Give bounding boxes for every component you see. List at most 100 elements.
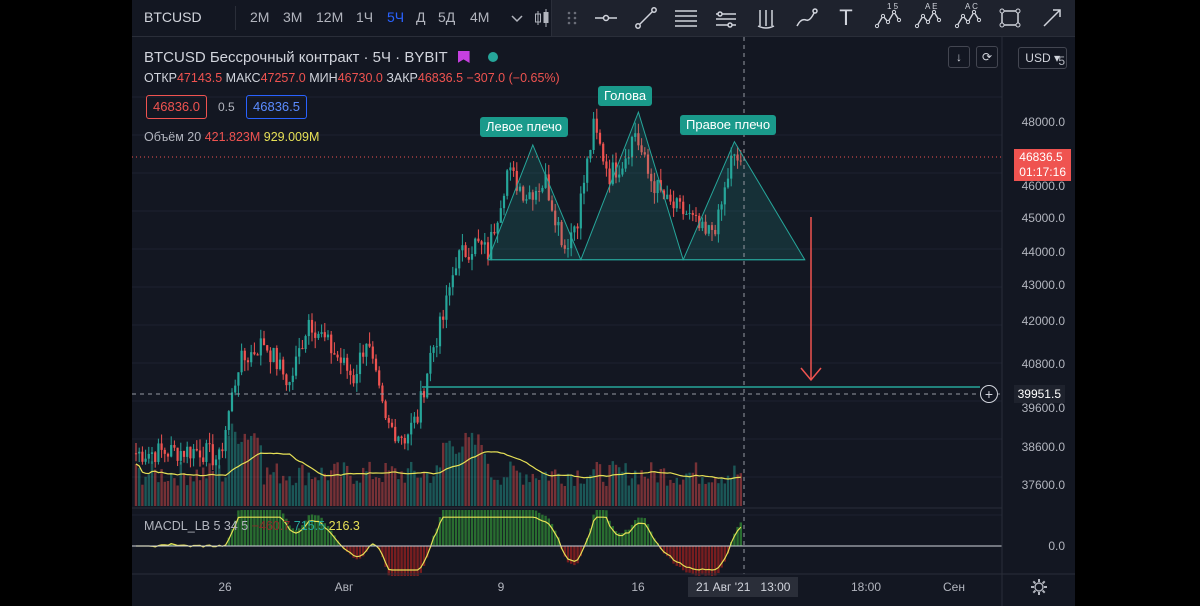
macd-histogram-bar [694, 546, 698, 576]
candle-body [237, 372, 240, 386]
volume-bar [291, 485, 294, 506]
timeframe-2m[interactable]: 2М [250, 9, 270, 25]
bookmark-icon [457, 51, 470, 63]
brush-icon[interactable] [792, 4, 820, 32]
parallel-channel-icon[interactable] [712, 4, 740, 32]
chevron-down-icon[interactable] [503, 4, 531, 32]
candle-body [403, 437, 406, 444]
download-button[interactable]: ↓ [948, 46, 970, 68]
candle-body [371, 346, 374, 359]
volume-bar [701, 477, 704, 506]
volume-bar [592, 469, 595, 506]
volume-bar [547, 480, 550, 506]
candle-body [586, 158, 589, 183]
volume-bar [237, 443, 240, 506]
volume-bar [541, 472, 544, 506]
macd-histogram-bar [278, 510, 282, 546]
volume-bar [234, 431, 237, 506]
candle-body [688, 213, 691, 215]
volume-bar [691, 472, 694, 506]
macd-histogram-bar [637, 517, 640, 546]
pattern-15-icon[interactable] [874, 4, 902, 32]
volume-bar [336, 462, 339, 506]
candle-body [458, 250, 461, 269]
volume-bar [211, 471, 214, 506]
timeframe-12m[interactable]: 12М [316, 9, 344, 25]
rectangle-icon[interactable] [996, 4, 1024, 32]
timeframe-1h[interactable]: 1Ч [356, 9, 374, 25]
timeframe-5d[interactable]: 5Д [438, 9, 456, 25]
macd-histogram-bar [342, 546, 346, 550]
divider [235, 6, 236, 30]
volume-bar [134, 463, 138, 506]
volume-bar [189, 476, 192, 506]
arrow-icon[interactable] [1038, 4, 1066, 32]
candle-body [518, 186, 522, 191]
candle-body [365, 343, 368, 357]
volume-bar [669, 479, 672, 506]
crosshair-time-label: 21 Авг '21 13:00 [688, 577, 799, 597]
macd-histogram-bar [614, 531, 618, 546]
spread-value: 0.5 [218, 100, 235, 114]
volume-bar [723, 483, 726, 506]
volume-bar [637, 484, 640, 506]
price-chart[interactable] [132, 37, 1075, 606]
macd-histogram-bar [557, 537, 560, 546]
macd-histogram-bar [675, 546, 678, 566]
macd-histogram-bar [330, 530, 333, 546]
candle-body [394, 426, 397, 442]
volume-bar [666, 485, 669, 506]
pitchfork-icon[interactable] [752, 4, 780, 32]
volume-bar [202, 467, 205, 506]
timeframe-d[interactable]: Д [416, 9, 426, 25]
trend-line-icon[interactable] [632, 4, 660, 32]
candle-body [230, 392, 234, 412]
drag-handle-icon[interactable] [558, 4, 586, 32]
refresh-button[interactable]: ⟳ [976, 46, 998, 68]
horizontal-ray-icon[interactable] [592, 4, 620, 32]
pattern-ae-label: A E [925, 2, 938, 11]
macd-histogram-bar [698, 546, 701, 576]
volume-bar [374, 477, 378, 506]
macd-histogram-bar [253, 510, 256, 546]
candle-body [544, 174, 547, 188]
ask-price-box[interactable]: 46836.5 [246, 95, 307, 119]
candle-body [502, 195, 506, 209]
symbol-search[interactable]: BTCUSD [144, 9, 202, 25]
currency-select[interactable]: USD ▾ [1018, 47, 1067, 69]
volume-bar [320, 467, 323, 506]
add-alert-icon[interactable]: + [980, 385, 998, 403]
volume-bar [486, 463, 490, 506]
candle-body [627, 157, 630, 159]
candle-body [256, 354, 259, 356]
volume-bar [586, 478, 589, 506]
timeframe-3m[interactable]: 3М [283, 9, 303, 25]
volume-bar [317, 480, 320, 506]
bid-price-box[interactable]: 46836.0 [146, 95, 207, 119]
candle-body [634, 133, 637, 137]
candle-body [266, 345, 269, 351]
volume-bar [342, 462, 346, 506]
volume-bar [710, 482, 714, 506]
candle-body [694, 214, 698, 216]
candle-body [342, 357, 346, 363]
timeframe-4m[interactable]: 4М [470, 9, 490, 25]
pattern-ac-icon[interactable] [954, 4, 982, 32]
fib-retracement-icon[interactable] [672, 4, 700, 32]
head-label[interactable]: Голова [598, 86, 653, 106]
text-icon[interactable]: T [839, 5, 853, 30]
left-shoulder-label[interactable]: Левое плечо [480, 117, 569, 137]
volume-bar [720, 477, 723, 506]
settings-gear-icon[interactable] [1030, 578, 1048, 596]
timeframe-5h[interactable]: 5Ч [387, 9, 405, 25]
volume-bar [397, 479, 400, 506]
macd-histogram-bar [518, 510, 522, 546]
macd-histogram-bar [170, 543, 173, 546]
right-shoulder-label[interactable]: Правое плечо [680, 115, 777, 135]
macd-histogram-bar [416, 546, 419, 576]
pattern-ae-icon[interactable] [914, 4, 942, 32]
candle-body [509, 167, 512, 171]
candles-icon[interactable] [528, 4, 556, 32]
volume-bar [534, 478, 538, 506]
volume-bar [256, 437, 259, 506]
